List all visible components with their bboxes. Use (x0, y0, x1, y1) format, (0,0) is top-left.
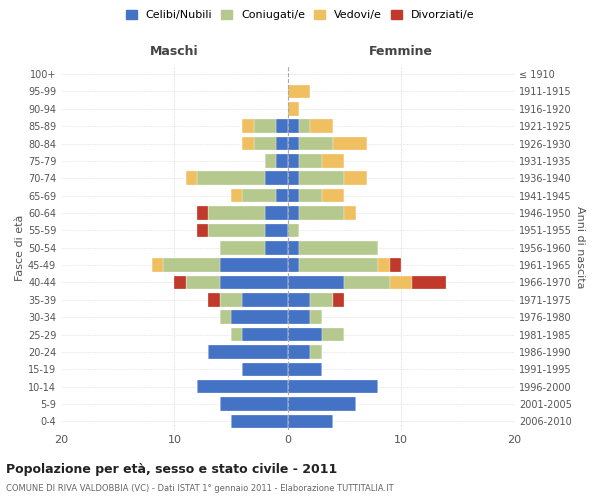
Bar (390, 258, 401, 272)
Bar (265, 224, 288, 237)
Bar (299, 189, 322, 202)
Bar (288, 414, 333, 428)
Bar (310, 310, 322, 324)
Text: COMUNE DI RIVA VALDOBBIA (VC) - Dati ISTAT 1° gennaio 2011 - Elaborazione TUTTIT: COMUNE DI RIVA VALDOBBIA (VC) - Dati IST… (6, 484, 394, 493)
Text: Femmine: Femmine (369, 46, 433, 59)
Bar (288, 310, 310, 324)
Bar (152, 258, 163, 272)
Bar (288, 102, 299, 116)
Bar (288, 206, 299, 220)
Bar (186, 276, 220, 289)
Bar (288, 398, 356, 411)
Bar (242, 362, 288, 376)
Bar (208, 345, 288, 358)
Bar (288, 154, 299, 168)
Bar (220, 276, 288, 289)
Bar (254, 136, 277, 150)
Bar (265, 241, 288, 254)
Bar (299, 136, 333, 150)
Bar (231, 310, 288, 324)
Bar (322, 189, 344, 202)
Text: Maschi: Maschi (150, 46, 199, 59)
Bar (265, 172, 288, 185)
Bar (288, 258, 299, 272)
Bar (231, 328, 242, 342)
Bar (299, 258, 379, 272)
Bar (288, 84, 310, 98)
Y-axis label: Fasce di età: Fasce di età (15, 214, 25, 281)
Bar (242, 120, 254, 133)
Bar (186, 172, 197, 185)
Bar (412, 276, 446, 289)
Bar (163, 258, 220, 272)
Bar (288, 136, 299, 150)
Text: Popolazione per età, sesso e stato civile - 2011: Popolazione per età, sesso e stato civil… (6, 462, 337, 475)
Bar (277, 136, 288, 150)
Bar (333, 136, 367, 150)
Bar (344, 206, 356, 220)
Bar (208, 224, 265, 237)
Bar (277, 189, 288, 202)
Y-axis label: Anni di nascita: Anni di nascita (575, 206, 585, 289)
Bar (277, 154, 288, 168)
Bar (231, 189, 242, 202)
Bar (344, 172, 367, 185)
Bar (197, 172, 265, 185)
Bar (288, 362, 322, 376)
Bar (242, 328, 288, 342)
Bar (242, 189, 277, 202)
Bar (231, 414, 288, 428)
Bar (288, 293, 310, 306)
Bar (299, 172, 344, 185)
Bar (288, 328, 322, 342)
Bar (220, 293, 242, 306)
Bar (310, 293, 333, 306)
Bar (175, 276, 186, 289)
Bar (288, 224, 299, 237)
Bar (333, 293, 344, 306)
Bar (299, 241, 379, 254)
Bar (242, 293, 288, 306)
Bar (344, 276, 390, 289)
Bar (299, 120, 310, 133)
Bar (299, 154, 322, 168)
Bar (288, 241, 299, 254)
Bar (390, 276, 412, 289)
Bar (220, 398, 288, 411)
Bar (379, 258, 390, 272)
Bar (299, 206, 344, 220)
Bar (208, 206, 265, 220)
Bar (277, 120, 288, 133)
Bar (242, 136, 254, 150)
Bar (288, 345, 310, 358)
Bar (197, 380, 288, 394)
Bar (254, 120, 277, 133)
Bar (197, 224, 208, 237)
Bar (220, 258, 288, 272)
Bar (220, 241, 265, 254)
Bar (288, 276, 344, 289)
Legend: Celibi/Nubili, Coniugati/e, Vedovi/e, Divorziati/e: Celibi/Nubili, Coniugati/e, Vedovi/e, Di… (121, 6, 479, 25)
Bar (288, 120, 299, 133)
Bar (322, 328, 344, 342)
Bar (220, 310, 231, 324)
Bar (208, 293, 220, 306)
Bar (197, 206, 208, 220)
Bar (310, 120, 333, 133)
Bar (310, 345, 322, 358)
Bar (265, 154, 277, 168)
Bar (322, 154, 344, 168)
Bar (265, 206, 288, 220)
Bar (288, 172, 299, 185)
Bar (288, 380, 379, 394)
Bar (288, 189, 299, 202)
